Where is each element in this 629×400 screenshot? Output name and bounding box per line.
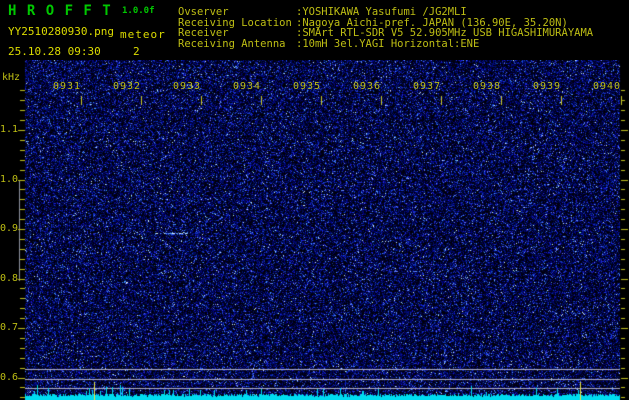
- station-info-label: Receiving Antenna: [178, 37, 286, 50]
- output-filename: YY2510280930.png: [8, 25, 114, 38]
- station-info: Ovserver:YOSHIKAWA Yasufumi /JG2MLI Recei…: [178, 7, 593, 49]
- station-info-row: Receiver :SMArt RTL-SDR V5 52.905MHz USB …: [178, 28, 593, 39]
- time-tick-label: 0937: [413, 81, 442, 92]
- time-tick-label: 0940: [593, 81, 622, 92]
- station-info-row: Receiving Antenna :10mH 3el.YAGI Horizont…: [178, 37, 593, 50]
- time-tick-label: 0935: [293, 81, 322, 92]
- freq-tick-label: 0.8: [0, 272, 19, 284]
- time-tick-label: 0938: [473, 81, 502, 92]
- time-tick-label: 0932: [113, 81, 142, 92]
- freq-tick-label: 1.1: [0, 124, 19, 135]
- time-tick-label: 0933: [173, 81, 202, 92]
- app-version: 1.0.0f: [122, 6, 155, 16]
- time-tick-label: 0936: [353, 81, 382, 92]
- time-tick-label: 0939: [533, 81, 562, 92]
- freq-tick-label: 0.9: [0, 223, 19, 234]
- time-tick-label: 0931: [53, 81, 82, 92]
- observation-datetime: 25.10.28 09:30: [8, 45, 101, 58]
- freq-tick-label: 0.7: [0, 322, 19, 333]
- time-tick-label: 0934: [233, 81, 262, 92]
- freq-tick-label: 0.6: [0, 371, 19, 383]
- freq-axis-unit-label: kHz: [2, 72, 21, 83]
- station-info-value: :10mH 3el.YAGI Horizontal:ENE: [296, 37, 480, 50]
- freq-tick-label: 1.0: [0, 173, 19, 185]
- station-info-row: Ovserver :YOSHIKAWA Yasufumi /JG2MLI: [178, 7, 593, 18]
- station-info-value: :Nagoya Aichi-pref. JAPAN (136.90E, 35.2…: [296, 16, 568, 29]
- station-info-value: :YOSHIKAWA Yasufumi /JG2MLI: [296, 6, 467, 18]
- app-title: H R O F F T: [8, 3, 112, 19]
- station-info-label: Receiver: [178, 27, 229, 39]
- station-info-label: Receiving Location: [178, 16, 292, 29]
- meteor-count: 2: [133, 45, 140, 58]
- station-info-row: Receiving Location :Nagoya Aichi-pref. JA…: [178, 16, 593, 29]
- mode-label: meteor: [120, 28, 166, 41]
- station-info-value: :SMArt RTL-SDR V5 52.905MHz USB HIGASHIM…: [296, 27, 594, 39]
- spectrogram-canvas: [0, 60, 629, 400]
- station-info-label: Ovserver: [178, 6, 229, 18]
